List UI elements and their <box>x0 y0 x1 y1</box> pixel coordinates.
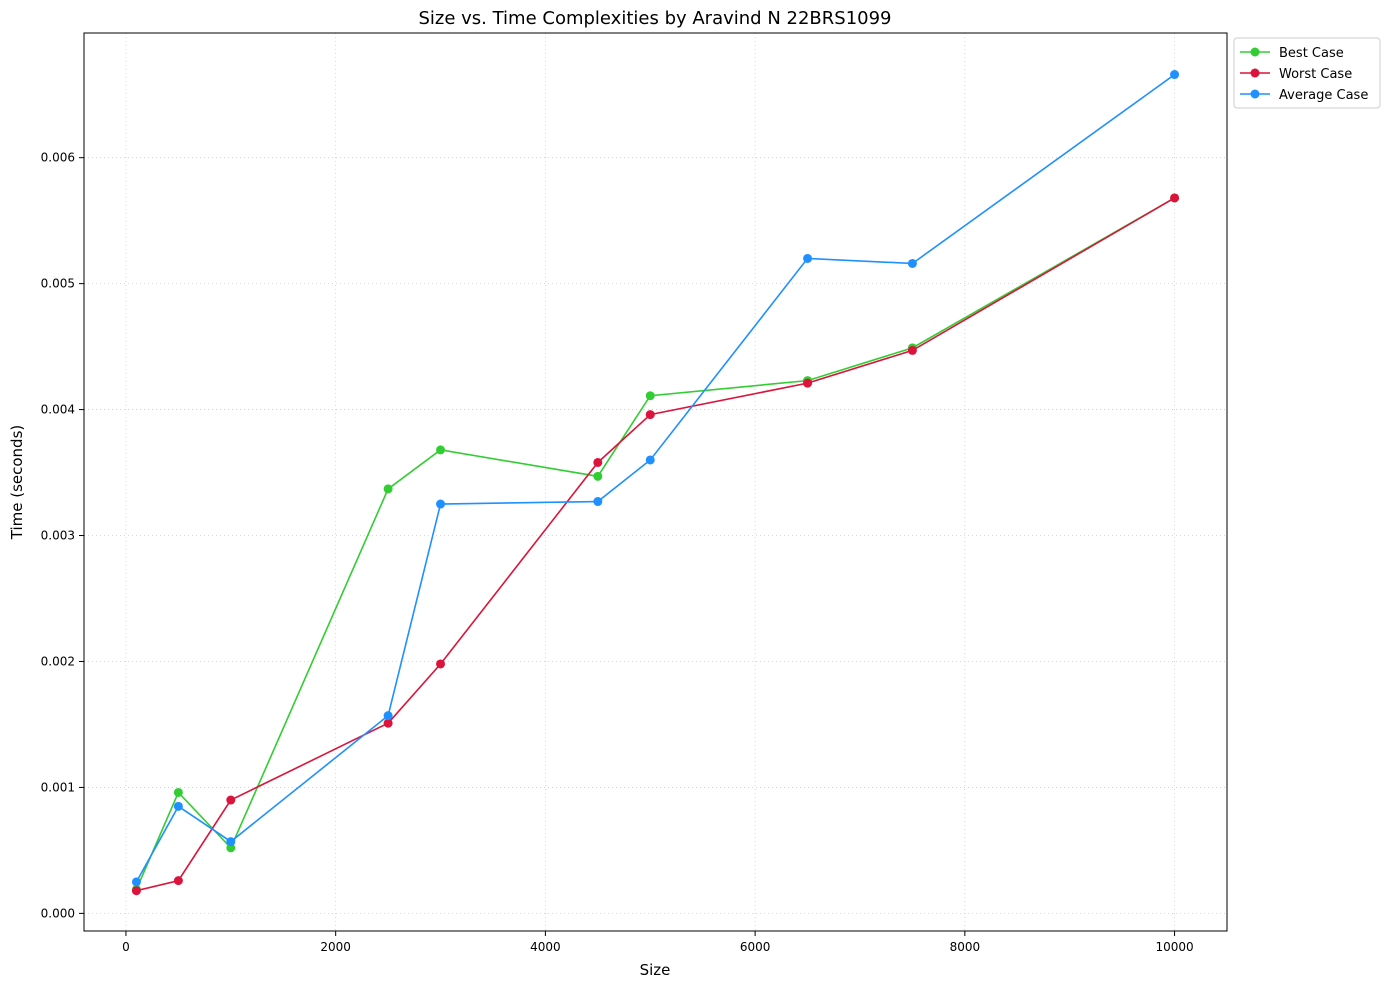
series-average-case <box>131 70 1180 887</box>
legend-item-worst-case: Worst Case <box>1240 67 1352 82</box>
x-tick-label: 2000 <box>320 940 351 954</box>
data-point-best-case <box>226 843 236 853</box>
data-point-average-case <box>803 253 813 263</box>
data-point-average-case <box>907 258 917 268</box>
legend-box <box>1233 37 1381 109</box>
data-point-worst-case <box>645 410 655 420</box>
legend-label: Average Case <box>1279 88 1368 103</box>
y-tick-label: 0.003 <box>41 529 75 543</box>
y-tick-label: 0.001 <box>41 780 75 794</box>
data-point-worst-case <box>173 876 183 886</box>
grid <box>84 33 1227 931</box>
legend-marker <box>1250 47 1260 57</box>
y-tick-label: 0.004 <box>41 403 75 417</box>
series-line-best-case <box>135 197 1175 890</box>
data-point-best-case <box>383 484 393 494</box>
y-tick-label: 0.006 <box>41 151 75 165</box>
data-point-worst-case <box>593 457 603 467</box>
data-point-best-case <box>645 391 655 401</box>
series-line-worst-case <box>136 197 1175 892</box>
legend-marker <box>1250 68 1260 78</box>
plot-frame <box>83 32 1228 932</box>
data-point-best-case <box>593 471 603 481</box>
x-axis: 0 2000 4000 6000 8000 10000 <box>122 931 1194 954</box>
data-point-average-case <box>645 455 655 465</box>
data-point-average-case <box>593 497 603 507</box>
data-point-average-case <box>226 837 236 847</box>
y-tick-label: 0.002 <box>41 654 75 668</box>
legend: Best Case Worst Case Average Case <box>1233 37 1381 109</box>
legend-marker <box>1250 89 1260 99</box>
data-point-worst-case <box>907 345 917 355</box>
data-point-best-case <box>173 787 183 797</box>
y-axis-label: Time (seconds) <box>8 425 26 541</box>
legend-label: Best Case <box>1279 46 1344 61</box>
x-axis-label: Size <box>640 961 671 979</box>
data-point-worst-case <box>436 659 446 669</box>
y-tick-label: 0.000 <box>41 906 75 920</box>
data-point-worst-case <box>1170 193 1180 203</box>
data-point-average-case <box>383 711 393 721</box>
data-point-average-case <box>173 801 183 811</box>
data-point-worst-case <box>383 718 393 728</box>
y-tick-label: 0.005 <box>41 277 75 291</box>
y-axis: 0.000 0.001 0.002 0.003 0.004 0.005 0.006 <box>41 151 84 920</box>
series-layer <box>131 70 1180 896</box>
x-tick-label: 10000 <box>1155 940 1193 954</box>
x-tick-label: 0 <box>122 940 130 954</box>
data-point-worst-case <box>226 795 236 805</box>
series-line-average-case <box>135 73 1176 883</box>
legend-item-average-case: Average Case <box>1240 88 1368 103</box>
data-point-average-case <box>436 499 446 509</box>
data-point-average-case <box>131 877 141 887</box>
data-point-average-case <box>1170 70 1180 80</box>
x-tick-label: 6000 <box>740 940 771 954</box>
data-point-worst-case <box>803 378 813 388</box>
chart-title: Size vs. Time Complexities by Aravind N … <box>418 8 891 29</box>
series-worst-case <box>131 193 1180 896</box>
data-point-worst-case <box>131 886 141 896</box>
x-tick-label: 8000 <box>950 940 981 954</box>
x-tick-label: 4000 <box>530 940 561 954</box>
legend-label: Worst Case <box>1279 67 1352 82</box>
legend-item-best-case: Best Case <box>1240 46 1344 61</box>
data-point-best-case <box>436 445 446 455</box>
